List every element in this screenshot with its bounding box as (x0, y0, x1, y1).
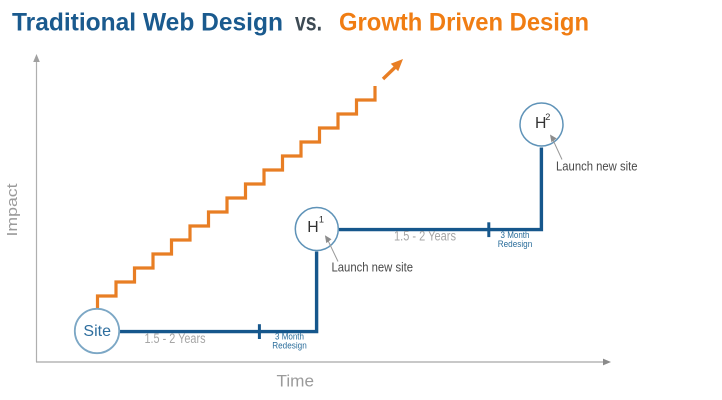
svg-text:vs.: vs. (295, 9, 322, 37)
svg-text:H: H (535, 115, 546, 132)
svg-text:1.5 - 2 Years: 1.5 - 2 Years (145, 331, 206, 346)
svg-text:3 Month: 3 Month (275, 332, 304, 342)
svg-text:Growth Driven Design: Growth Driven Design (339, 9, 589, 37)
svg-text:H: H (307, 219, 318, 236)
svg-text:Impact: Impact (4, 183, 21, 237)
svg-text:2: 2 (545, 112, 550, 122)
svg-text:Launch new site: Launch new site (556, 159, 638, 174)
svg-text:Site: Site (83, 323, 111, 340)
svg-text:Traditional Web Design: Traditional Web Design (12, 9, 283, 37)
svg-text:Redesign: Redesign (498, 239, 533, 249)
svg-text:Launch new site: Launch new site (332, 260, 414, 275)
svg-text:1: 1 (319, 215, 324, 225)
svg-text:3 Month: 3 Month (501, 230, 530, 240)
svg-text:1.5 - 2 Years: 1.5 - 2 Years (394, 229, 456, 244)
svg-text:Redesign: Redesign (272, 341, 307, 351)
svg-text:Time: Time (277, 373, 315, 391)
